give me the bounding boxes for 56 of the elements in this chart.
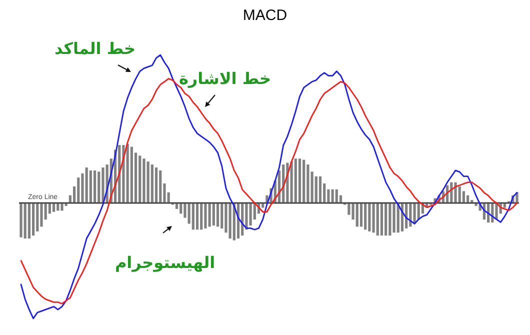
bar <box>52 203 56 212</box>
bar <box>60 203 64 211</box>
bar <box>356 203 358 227</box>
bar <box>208 203 211 227</box>
bar <box>20 203 22 238</box>
bar <box>458 186 461 203</box>
bar <box>318 176 322 203</box>
bar <box>364 203 367 230</box>
bar <box>93 170 96 203</box>
bar <box>159 170 162 203</box>
bar <box>376 203 379 236</box>
bar <box>388 203 392 236</box>
bar <box>249 203 252 226</box>
bar <box>77 178 80 203</box>
bar <box>302 160 306 203</box>
bar <box>122 144 125 203</box>
bar <box>196 203 199 230</box>
chart-title: MACD <box>242 7 288 24</box>
bar <box>150 164 154 203</box>
bar <box>28 203 30 239</box>
bar <box>85 167 88 203</box>
bar <box>212 203 215 226</box>
bar <box>154 167 158 203</box>
bar <box>32 203 35 236</box>
bar <box>220 203 224 228</box>
bar <box>228 203 232 239</box>
bar <box>89 170 92 203</box>
bar <box>138 156 142 203</box>
bar <box>126 144 129 203</box>
bar <box>384 203 388 236</box>
bar <box>180 203 182 214</box>
bar <box>142 158 146 203</box>
bar <box>290 162 293 203</box>
bar <box>368 203 371 232</box>
bar <box>98 172 100 203</box>
series-label: خط الماكد <box>54 39 136 58</box>
bar <box>102 167 104 203</box>
bar <box>360 203 363 227</box>
bar <box>298 158 302 203</box>
series-label: الهيستوجرام <box>114 253 216 272</box>
bar <box>130 146 133 203</box>
bar <box>192 203 194 230</box>
bar <box>216 203 220 227</box>
bar <box>413 203 416 224</box>
bar <box>335 189 338 203</box>
bar <box>392 203 396 233</box>
series-label: خط الاشارة <box>178 69 272 88</box>
bar <box>380 203 384 236</box>
bar <box>146 162 150 203</box>
bar <box>204 203 207 228</box>
bar <box>36 203 39 232</box>
bar <box>372 203 375 233</box>
bar <box>294 158 297 203</box>
bar <box>331 189 334 203</box>
bar <box>200 203 203 230</box>
bar <box>24 203 26 239</box>
